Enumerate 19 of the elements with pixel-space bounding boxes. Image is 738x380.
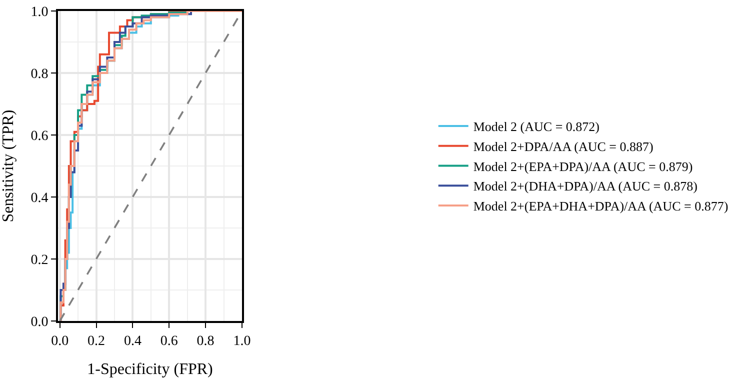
x-tick-label: 0.8 <box>196 334 214 349</box>
x-axis-title: 1-Specificity (FPR) <box>87 361 213 378</box>
y-tick-label: 0.8 <box>30 66 48 82</box>
legend-label: Model 2+(EPA+DHA+DPA)/AA (AUC = 0.877) <box>473 198 728 214</box>
x-tick-label: 0.6 <box>160 334 178 349</box>
y-tick-label: 0.2 <box>30 252 48 268</box>
y-tick-label: 1.0 <box>30 4 48 20</box>
y-tick-label: 0.0 <box>30 314 48 330</box>
legend-label: Model 2 (AUC = 0.872) <box>473 119 600 134</box>
x-tick-label: 0.4 <box>124 334 142 349</box>
x-tick-label: 0.2 <box>88 334 106 349</box>
y-tick-label: 0.6 <box>30 128 48 144</box>
legend-label: Model 2+DPA/AA (AUC = 0.887) <box>473 138 654 154</box>
y-axis-title: Sensitivity (TPR) <box>0 110 17 222</box>
x-tick-label: 0.0 <box>51 334 69 349</box>
legend-label: Model 2+(DHA+DPA)/AA (AUC = 0.878) <box>473 178 698 194</box>
legend-label: Model 2+(EPA+DPA)/AA (AUC = 0.879) <box>473 158 693 174</box>
x-tick-label: 1.0 <box>233 334 251 349</box>
y-tick-label: 0.4 <box>30 190 48 206</box>
